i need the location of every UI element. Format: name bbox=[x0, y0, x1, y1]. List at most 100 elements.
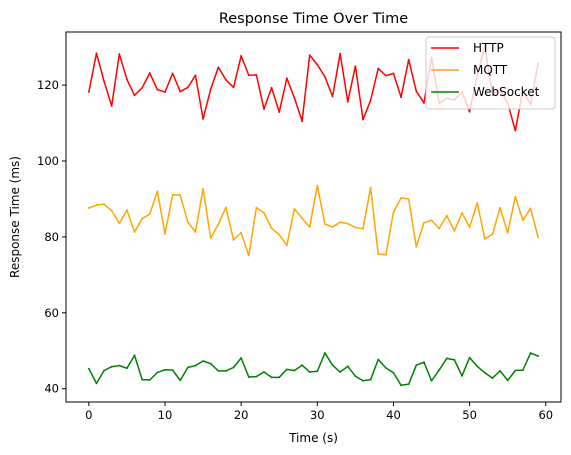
data-point bbox=[255, 206, 258, 209]
data-point bbox=[270, 86, 273, 89]
data-point bbox=[438, 369, 441, 372]
legend-label-http: HTTP bbox=[473, 41, 504, 55]
data-point bbox=[278, 376, 281, 379]
data-point bbox=[468, 226, 471, 228]
y-tick-label: 100 bbox=[37, 154, 59, 168]
data-point bbox=[240, 231, 243, 234]
data-point bbox=[377, 67, 380, 70]
data-point bbox=[232, 366, 235, 369]
data-point bbox=[263, 212, 265, 214]
data-point bbox=[468, 356, 471, 359]
data-point bbox=[126, 209, 128, 211]
data-point bbox=[362, 118, 364, 121]
data-point bbox=[514, 369, 517, 372]
data-point bbox=[453, 358, 456, 361]
data-point bbox=[118, 53, 121, 55]
y-axis-label: Response Time (ms) bbox=[8, 156, 22, 278]
data-point bbox=[194, 231, 197, 233]
data-point bbox=[186, 221, 189, 224]
data-point bbox=[164, 368, 166, 371]
data-point bbox=[537, 236, 540, 239]
data-point bbox=[384, 366, 387, 369]
data-point bbox=[126, 78, 128, 81]
data-point bbox=[255, 73, 258, 76]
data-point bbox=[225, 369, 227, 372]
data-point bbox=[126, 367, 128, 370]
data-point bbox=[232, 86, 235, 89]
data-point bbox=[324, 223, 326, 225]
data-point bbox=[202, 118, 204, 120]
data-point bbox=[392, 72, 395, 75]
data-point bbox=[506, 379, 509, 382]
data-point bbox=[324, 352, 326, 354]
data-point bbox=[499, 206, 501, 209]
data-point bbox=[171, 369, 174, 372]
data-point bbox=[407, 198, 410, 200]
data-point bbox=[225, 78, 227, 81]
data-point bbox=[194, 364, 197, 367]
data-point bbox=[362, 379, 364, 382]
data-point bbox=[141, 217, 144, 220]
data-point bbox=[87, 207, 90, 209]
data-point bbox=[529, 207, 532, 210]
data-point bbox=[491, 233, 494, 236]
data-point bbox=[217, 369, 220, 372]
y-tick-label: 120 bbox=[37, 78, 59, 92]
data-point bbox=[308, 54, 311, 57]
data-point bbox=[186, 86, 189, 89]
y-axis: 40 60 80 100 120 bbox=[37, 78, 66, 396]
data-point bbox=[118, 364, 121, 367]
legend-entries: HTTP MQTT WebSocket bbox=[431, 41, 540, 99]
data-point bbox=[461, 212, 463, 214]
data-point bbox=[270, 227, 273, 230]
data-point bbox=[171, 193, 174, 196]
data-point bbox=[164, 232, 166, 235]
data-point bbox=[87, 91, 90, 93]
data-point bbox=[308, 226, 311, 228]
data-point bbox=[156, 88, 159, 91]
data-point bbox=[514, 129, 517, 132]
data-point bbox=[407, 58, 410, 61]
series-mqtt bbox=[87, 184, 540, 257]
data-point bbox=[240, 55, 243, 57]
data-point bbox=[247, 254, 250, 257]
data-point bbox=[438, 227, 441, 230]
data-point bbox=[293, 97, 296, 99]
data-point bbox=[476, 202, 479, 205]
data-point bbox=[293, 207, 296, 210]
chart-title: Response Time Over Time bbox=[219, 11, 408, 27]
x-tick-label: 10 bbox=[158, 408, 173, 422]
data-point bbox=[423, 102, 425, 104]
data-point bbox=[354, 375, 357, 378]
x-tick-label: 20 bbox=[234, 408, 249, 422]
data-point bbox=[407, 383, 410, 386]
data-point bbox=[400, 96, 402, 99]
data-point bbox=[202, 187, 204, 190]
data-point bbox=[148, 379, 151, 381]
data-point bbox=[423, 221, 425, 224]
data-point bbox=[445, 357, 448, 360]
legend: HTTP MQTT WebSocket bbox=[425, 36, 556, 110]
data-point bbox=[118, 222, 121, 225]
data-point bbox=[522, 219, 524, 222]
data-point bbox=[255, 375, 258, 378]
data-point bbox=[483, 371, 486, 374]
data-point bbox=[95, 382, 98, 385]
data-point bbox=[103, 369, 105, 372]
data-point bbox=[209, 237, 212, 239]
data-point bbox=[430, 219, 433, 222]
data-point bbox=[430, 379, 433, 382]
data-point bbox=[339, 52, 342, 55]
y-tick-label: 80 bbox=[44, 230, 59, 244]
data-point bbox=[148, 72, 151, 74]
data-point bbox=[156, 190, 159, 193]
data-point bbox=[95, 204, 98, 206]
data-point bbox=[400, 384, 402, 387]
data-point bbox=[285, 368, 288, 371]
series-line-mqtt bbox=[88, 184, 539, 257]
data-point bbox=[179, 194, 182, 197]
data-point bbox=[103, 203, 105, 206]
data-point bbox=[225, 206, 227, 209]
data-point bbox=[468, 110, 471, 113]
